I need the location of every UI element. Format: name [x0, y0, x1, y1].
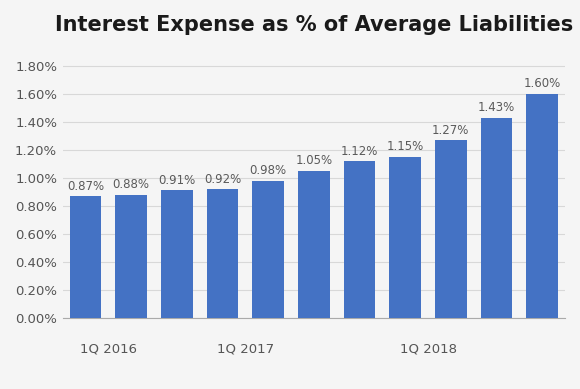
Bar — [526, 94, 558, 318]
Text: 1.12%: 1.12% — [341, 145, 378, 158]
Text: 1.05%: 1.05% — [295, 154, 332, 167]
Text: 0.91%: 0.91% — [158, 174, 195, 187]
Bar — [161, 191, 193, 318]
Bar — [252, 180, 284, 318]
Bar — [480, 117, 513, 318]
Text: 1.15%: 1.15% — [386, 140, 424, 153]
Title: Interest Expense as % of Average Liabilities: Interest Expense as % of Average Liabili… — [55, 15, 573, 35]
Bar — [343, 161, 375, 318]
Bar — [206, 189, 238, 318]
Bar — [115, 194, 147, 318]
Text: 0.88%: 0.88% — [113, 178, 150, 191]
Bar — [435, 140, 467, 318]
Text: 1.60%: 1.60% — [524, 77, 561, 90]
Text: 0.92%: 0.92% — [204, 173, 241, 186]
Text: 1Q 2016: 1Q 2016 — [80, 343, 137, 356]
Bar — [298, 171, 330, 318]
Text: 0.98%: 0.98% — [249, 164, 287, 177]
Text: 1Q 2018: 1Q 2018 — [400, 343, 456, 356]
Text: 1.27%: 1.27% — [432, 124, 470, 137]
Text: 1.43%: 1.43% — [478, 101, 515, 114]
Text: 1Q 2017: 1Q 2017 — [217, 343, 274, 356]
Text: 0.87%: 0.87% — [67, 180, 104, 193]
Bar — [389, 157, 421, 318]
Bar — [70, 196, 101, 318]
